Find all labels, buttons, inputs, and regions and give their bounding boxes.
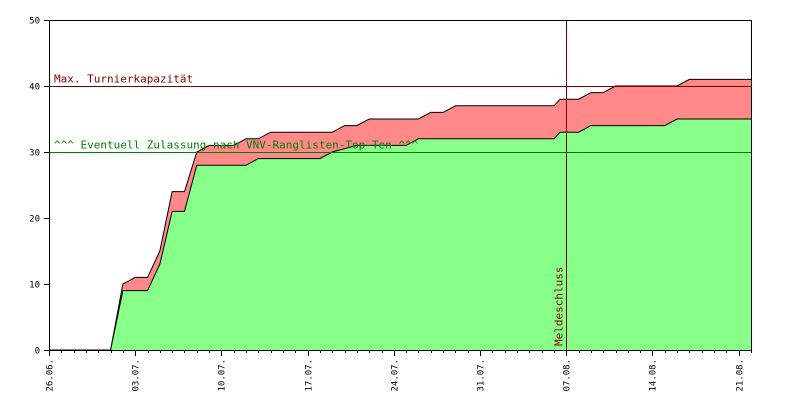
series-outline-0 bbox=[49, 118, 751, 351]
x-tick-label-7: 14.08. bbox=[649, 359, 659, 392]
x-tick-label-3: 17.07. bbox=[305, 359, 315, 392]
x-tick-label-8: 21.08. bbox=[736, 359, 746, 392]
annotations-layer: Max. Turnierkapazität ^^^ Eventuell Zulas… bbox=[54, 73, 566, 347]
deadline-label: Meldeschluss bbox=[553, 267, 566, 346]
series-area-0 bbox=[49, 119, 751, 350]
y-tick-label-2: 20 bbox=[29, 215, 40, 225]
reference-line-label-1: ^^^ Eventuell Zulassung nach VNV-Ranglis… bbox=[54, 139, 419, 152]
y-tick-label-5: 50 bbox=[29, 17, 40, 27]
x-tick-label-6: 07.08. bbox=[563, 359, 573, 392]
reference-lines-layer bbox=[49, 20, 751, 350]
series-outline-1 bbox=[49, 78, 751, 351]
areas-layer bbox=[49, 20, 751, 351]
y-tick-label-1: 10 bbox=[29, 281, 40, 291]
x-tick-label-4: 24.07. bbox=[391, 359, 401, 392]
y-tick-label-3: 30 bbox=[29, 149, 40, 159]
y-tick-label-0: 0 bbox=[35, 347, 40, 357]
y-tick-label-4: 40 bbox=[29, 83, 40, 93]
x-tick-label-1: 03.07. bbox=[132, 359, 142, 392]
x-tick-label-5: 31.07. bbox=[477, 359, 487, 392]
plot-frame bbox=[49, 20, 752, 351]
x-tick-label-2: 10.07. bbox=[218, 359, 228, 392]
axes-layer: 0 10 20 30 40 50 26.06. 03.07. 10.07. 17.07. 24.07… bbox=[29, 17, 752, 392]
reference-line-label-0: Max. Turnierkapazität bbox=[54, 73, 193, 86]
x-tick-label-0: 26.06. bbox=[46, 359, 56, 392]
